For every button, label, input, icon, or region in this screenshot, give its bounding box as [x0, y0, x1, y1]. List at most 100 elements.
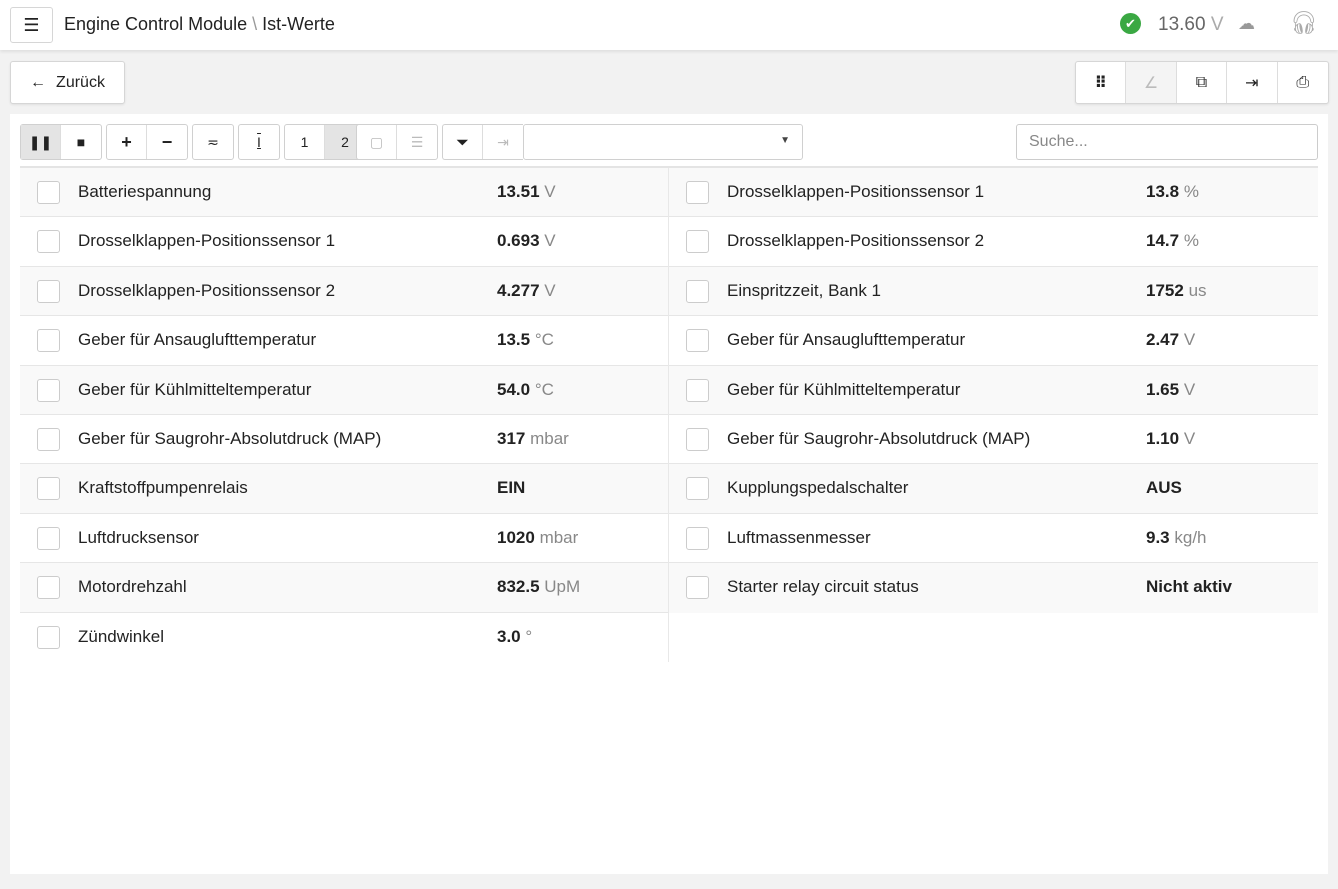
arrow-to-right-icon: ⇥ [497, 133, 509, 150]
text-height-icon: I [257, 134, 261, 150]
row-checkbox[interactable] [37, 427, 60, 451]
value-label: Kraftstoffpumpenrelais [78, 478, 248, 498]
align-top-button[interactable]: I [239, 125, 279, 159]
value-reading: 13.51 V [497, 182, 556, 201]
row-checkbox[interactable] [686, 576, 709, 600]
selection-group: ▢ ☰ [356, 124, 438, 160]
value-label: Drosselklappen-Positionssensor 1 [78, 231, 336, 251]
page-title: Engine Control Module \ Ist-Werte [64, 14, 335, 35]
stop-button[interactable]: ■ [61, 125, 101, 159]
value-reading: Nicht aktiv [1146, 577, 1232, 597]
table-row: Starter relay circuit status Nicht aktiv [669, 563, 1318, 613]
value-reading: AUS [1146, 478, 1182, 498]
row-checkbox[interactable] [37, 625, 60, 649]
value-label: Geber für Saugrohr-Absolutdruck (MAP) [78, 428, 382, 448]
value-reading: 0.693 V [497, 231, 556, 251]
value-label: Geber für Kühlmitteltemperatur [78, 379, 312, 399]
value-label: Drosselklappen-Positionssensor 2 [78, 280, 336, 300]
row-checkbox[interactable] [686, 181, 709, 204]
chart-icon: ∠ [1143, 74, 1159, 92]
select-area-icon: ⧉ [1195, 73, 1208, 91]
print-button[interactable]: ⎙ [1278, 62, 1328, 103]
filter-clear-icon: ⏷ [456, 133, 469, 150]
value-label: Geber für Saugrohr-Absolutdruck (MAP) [727, 428, 1031, 448]
table-row: Batteriespannung 13.51 V [20, 168, 668, 218]
cloud-download-icon[interactable]: ☁ [1238, 14, 1255, 33]
value-reading: 832.5 UpM [497, 577, 581, 597]
align-group: I [238, 124, 280, 160]
add-button[interactable]: + [107, 125, 147, 159]
clear-filter-button[interactable]: ⏷ [443, 125, 483, 159]
plus-icon: + [121, 131, 132, 152]
value-reading: 13.8 % [1146, 182, 1199, 201]
search-input[interactable] [1016, 124, 1318, 160]
filter-select[interactable]: ▼ [523, 124, 803, 160]
row-checkbox[interactable] [686, 230, 709, 254]
value-label: Einspritzzeit, Bank 1 [727, 280, 882, 300]
table-row: Drosselklappen-Positionssensor 1 0.693 V [20, 217, 668, 267]
row-checkbox[interactable] [686, 427, 709, 451]
fullscreen-button[interactable]: ⧉ [1177, 62, 1228, 103]
row-checkbox[interactable] [686, 279, 709, 303]
hamburger-icon: ☰ [23, 14, 40, 35]
smooth-button[interactable]: ≂ [193, 125, 233, 159]
value-label: Luftmassenmesser [727, 527, 871, 547]
columns-group: 1 2 [284, 124, 366, 160]
value-label: Luftdrucksensor [78, 527, 199, 547]
row-checkbox[interactable] [37, 329, 60, 353]
export-button[interactable]: ⇥ [1227, 62, 1278, 103]
row-checkbox[interactable] [686, 329, 709, 353]
row-checkbox[interactable] [37, 477, 60, 501]
filter-group: ⏷ ⇥ [442, 124, 523, 160]
remove-button[interactable]: − [147, 125, 187, 159]
headset-icon[interactable]: 🎧︎ [1290, 10, 1318, 35]
pause-button[interactable]: ❚❚ [21, 125, 61, 159]
clear-selection-button[interactable]: ▢ [357, 125, 397, 159]
breadcrumb-module[interactable]: Engine Control Module [64, 14, 248, 34]
arrow-left-icon: ← [30, 73, 47, 91]
row-checkbox[interactable] [686, 526, 709, 550]
table-row: Geber für Kühlmitteltemperatur 54.0 °C [20, 365, 668, 415]
go-to-button[interactable]: ⇥ [483, 125, 523, 159]
row-checkbox[interactable] [37, 378, 60, 402]
table-row: Kupplungspedalschalter AUS [669, 464, 1318, 514]
caret-down-icon: ▼ [780, 135, 790, 146]
value-label: Motordrehzahl [78, 577, 187, 597]
back-button[interactable]: ← Zurück [10, 61, 125, 104]
value-reading: 4.277 V [497, 280, 556, 300]
connection-ok-icon: ✔ [1120, 13, 1141, 34]
table-row: Geber für Ansauglufttemperatur 13.5 °C [20, 316, 668, 366]
table-row: Luftmassenmesser 9.3 kg/h [669, 514, 1318, 564]
table-row: Geber für Saugrohr-Absolutdruck (MAP) 317… [20, 415, 668, 465]
row-checkbox[interactable] [686, 378, 709, 402]
values-table: Batteriespannung 13.51 V Drosselklappen-Po… [20, 166, 1318, 662]
value-label: Drosselklappen-Positionssensor 2 [727, 231, 985, 251]
value-reading: 1.10 V [1146, 428, 1196, 448]
chart-view-button[interactable]: ∠ [1126, 62, 1177, 103]
value-label: Batteriespannung [78, 182, 212, 201]
value-reading: 13.5 °C [497, 330, 554, 350]
value-reading: 317 mbar [497, 428, 569, 448]
zoom-group: + − [106, 124, 188, 160]
menu-button[interactable]: ☰ [10, 7, 53, 43]
list-button[interactable]: ☰ [397, 125, 437, 159]
row-checkbox[interactable] [37, 181, 60, 204]
row-checkbox[interactable] [37, 526, 60, 550]
one-column-button[interactable]: 1 [285, 125, 325, 159]
value-reading: EIN [497, 478, 526, 498]
value-reading: 14.7 % [1146, 231, 1199, 251]
minus-icon: − [161, 131, 173, 152]
value-label: Starter relay circuit status [727, 577, 919, 597]
left-column: Batteriespannung 13.51 V Drosselklappen-Po… [20, 168, 669, 662]
value-reading: 2.47 V [1146, 330, 1196, 350]
table-row: Geber für Saugrohr-Absolutdruck (MAP) 1.1… [669, 415, 1318, 465]
right-column: Drosselklappen-Positionssensor 1 13.8 % Dr… [669, 168, 1318, 613]
value-reading: 1752 us [1146, 280, 1207, 300]
row-checkbox[interactable] [37, 576, 60, 600]
row-checkbox[interactable] [37, 279, 60, 303]
breadcrumb-page: Ist-Werte [262, 14, 335, 34]
row-checkbox[interactable] [37, 230, 60, 254]
playback-group: ❚❚ ■ [20, 124, 102, 160]
grid-view-button[interactable]: ⠿ [1076, 62, 1127, 103]
row-checkbox[interactable] [686, 477, 709, 501]
